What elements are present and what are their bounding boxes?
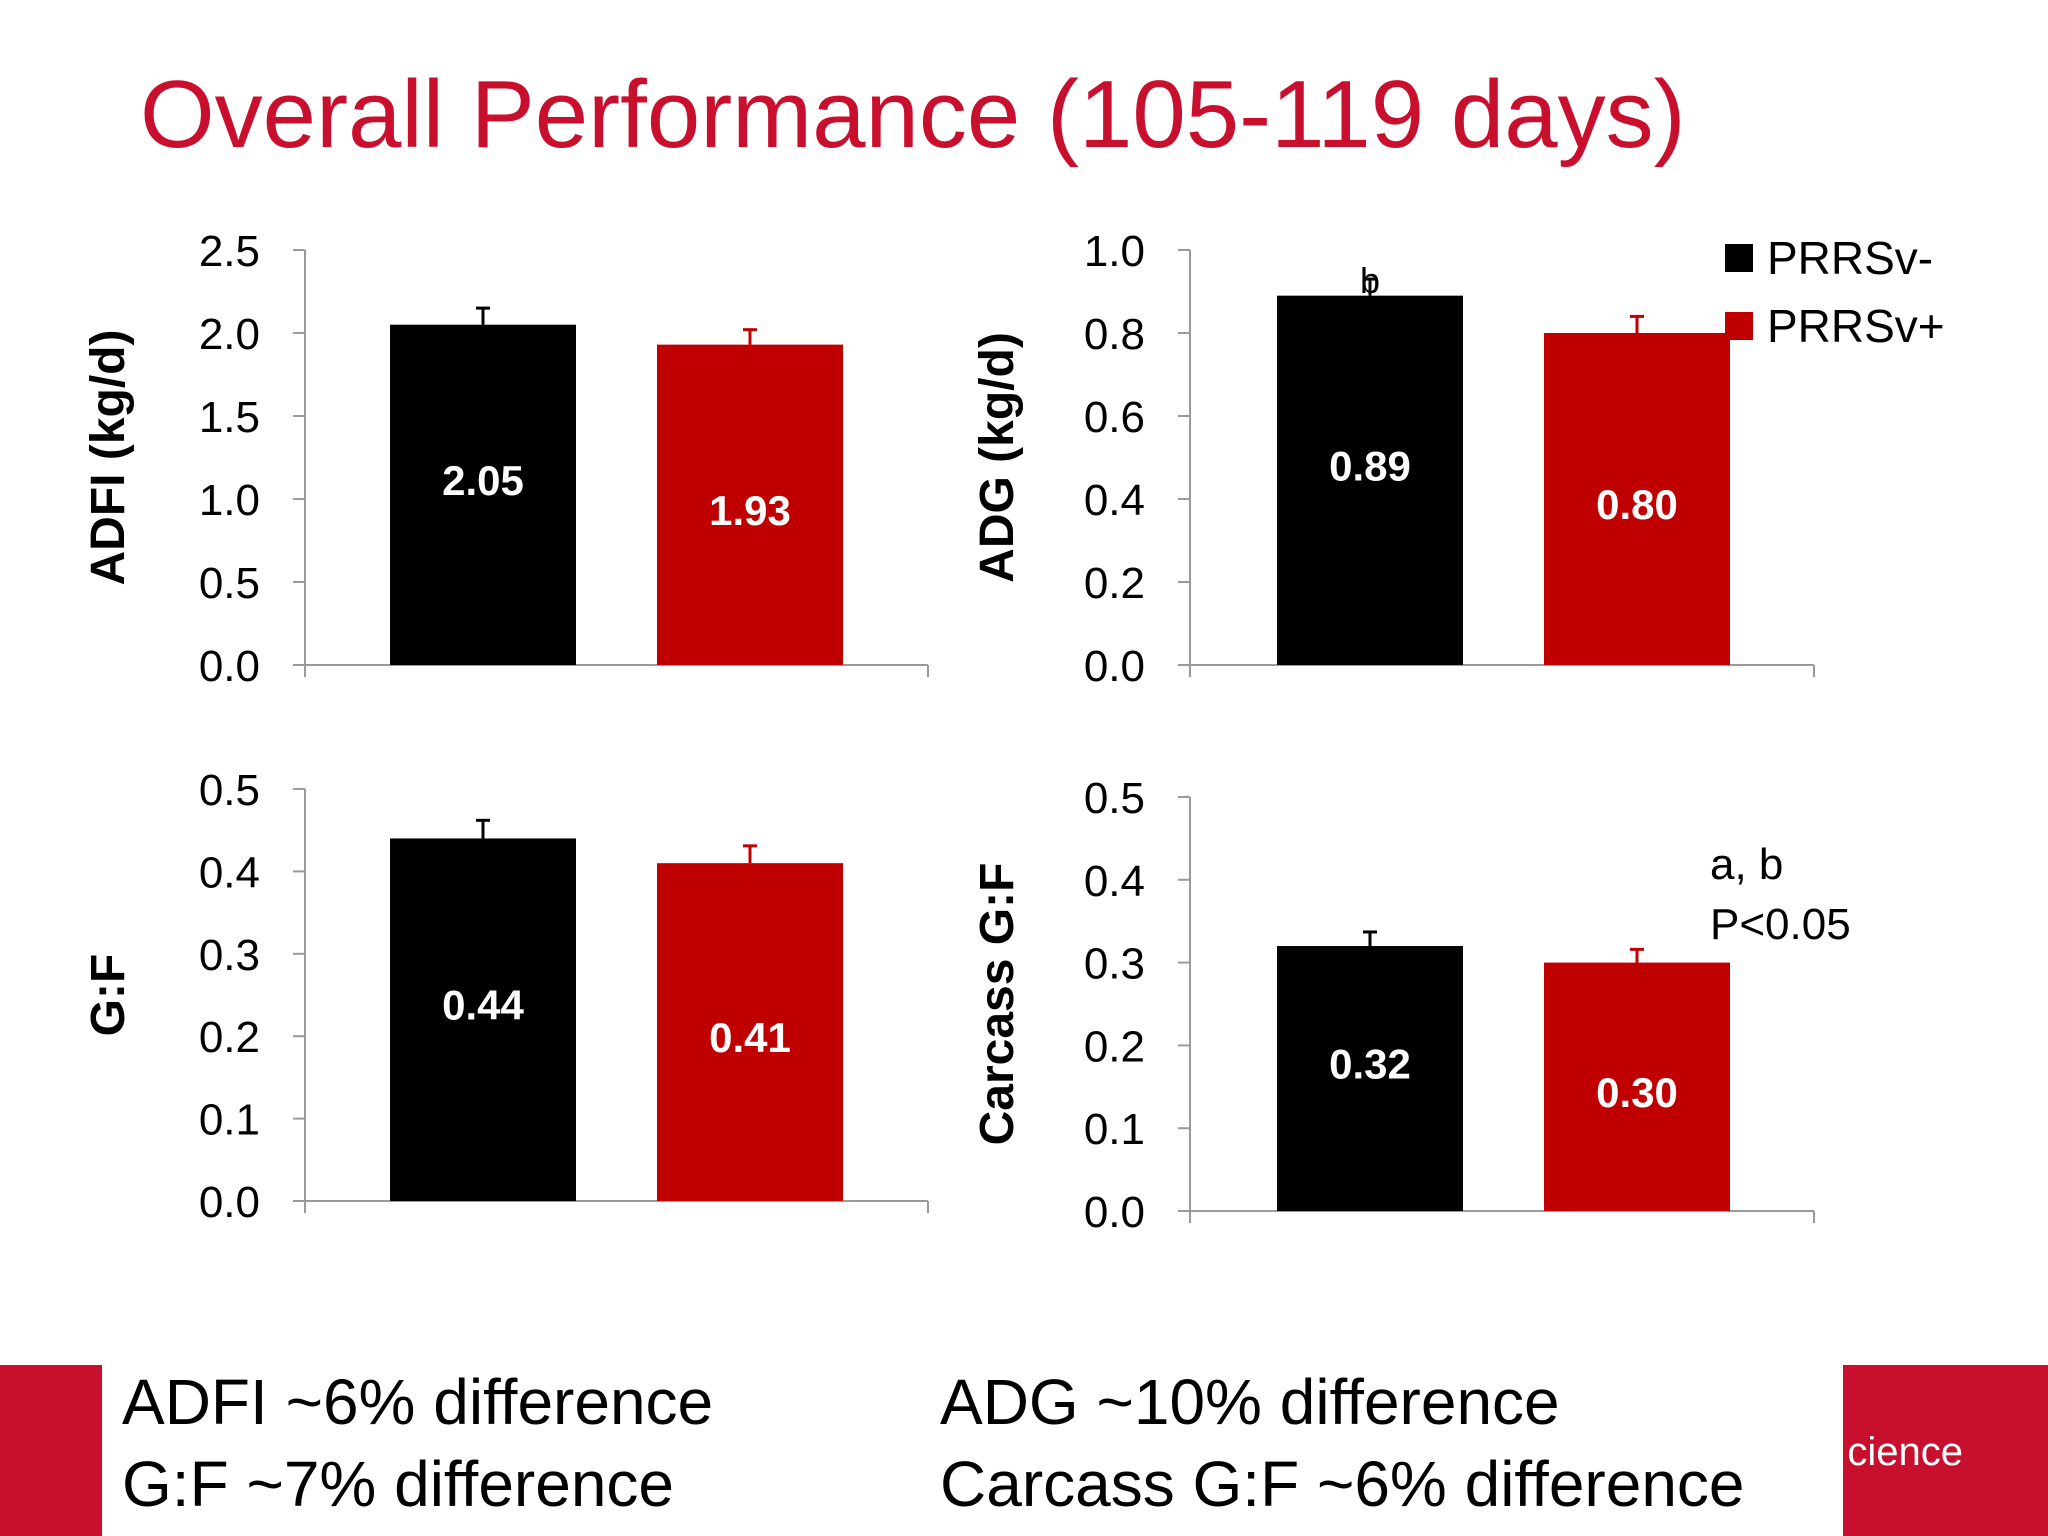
y-tick-label: 2.0 [199,310,260,359]
y-axis-title: G:F [82,954,135,1037]
note-adg: ADG ~10% difference [940,1366,1560,1438]
y-axis-title: Carcass G:F [971,863,1024,1146]
footer-left-accent [0,1365,102,1536]
legend-swatch-red [1725,312,1753,340]
y-tick-label: 0.6 [1084,393,1145,442]
y-tick-label: 1.0 [1084,227,1145,276]
bar-data-label: 2.05 [442,457,524,504]
legend-label: PRRSv- [1767,232,1934,284]
note-carcass-gf: Carcass G:F ~6% difference [940,1448,1745,1520]
y-tick-label: 0.1 [199,1096,260,1145]
bar [390,324,576,665]
y-tick-label: 1.5 [199,393,260,442]
y-tick-label: 0.5 [199,559,260,608]
y-tick-label: 0.0 [199,642,260,691]
y-tick-label: 0.3 [199,931,260,980]
y-axis-title: ADFI (kg/d) [82,330,135,586]
significance-pvalue: P<0.05 [1710,900,1851,949]
y-axis-title: ADG (kg/d) [971,332,1024,583]
y-tick-label: 0.4 [199,848,260,897]
bar-data-label: 1.93 [709,487,791,534]
bar [1544,333,1730,665]
bar-data-label: 0.30 [1596,1069,1678,1116]
y-tick-label: 0.4 [1084,857,1145,906]
y-tick-label: 0.2 [1084,1022,1145,1071]
significance-note: a, b P<0.05 [1710,835,1851,955]
bar-data-label: 0.80 [1596,481,1678,528]
bar [657,863,843,1201]
bar [1544,962,1730,1211]
y-tick-label: 0.0 [1084,642,1145,691]
y-tick-label: 1.0 [199,476,260,525]
y-tick-label: 0.3 [1084,940,1145,989]
note-gf: G:F ~7% difference [122,1448,674,1520]
footer-right-accent [1843,1365,2048,1536]
y-tick-label: 0.0 [199,1178,260,1227]
legend-label: PRRSv+ [1767,300,1945,352]
significance-letters: a, b [1710,840,1784,889]
y-tick-label: 0.5 [1084,774,1145,823]
y-tick-label: 0.0 [1084,1188,1145,1237]
note-adfi: ADFI ~6% difference [122,1366,714,1438]
y-tick-label: 0.8 [1084,310,1145,359]
y-tick-label: 0.2 [199,1013,260,1062]
y-tick-label: 0.4 [1084,476,1145,525]
bar [1277,295,1463,665]
y-tick-label: 2.5 [199,227,260,276]
bar [390,838,576,1201]
significance-letter: b [1360,260,1380,301]
slide-title: Overall Performance (105-119 days) [140,61,1686,168]
bar [657,344,843,665]
bar [1277,946,1463,1211]
footer-brand-text: cience [1847,1430,1963,1474]
legend-swatch-black [1725,244,1753,272]
bar-data-label: 0.89 [1329,442,1411,489]
y-tick-label: 0.1 [1084,1105,1145,1154]
bar-data-label: 0.32 [1329,1041,1411,1088]
y-tick-label: 0.2 [1084,559,1145,608]
y-tick-label: 0.5 [199,766,260,815]
bar-data-label: 0.44 [442,982,524,1029]
bar-data-label: 0.41 [709,1014,791,1061]
